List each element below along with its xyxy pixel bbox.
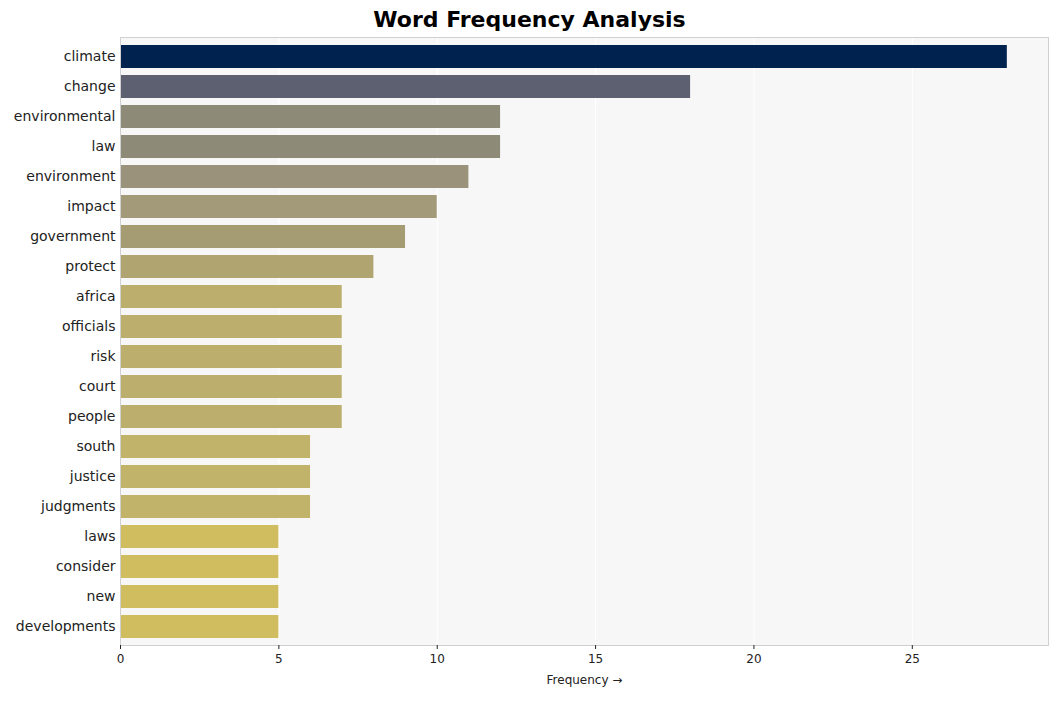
svg-text:15: 15 bbox=[588, 652, 603, 666]
svg-text:climate: climate bbox=[64, 48, 116, 64]
html-text:Word Frequency Analysis: Word Frequency Analysis bbox=[373, 7, 686, 32]
svg-text:laws: laws bbox=[84, 528, 115, 544]
svg-text:protect: protect bbox=[65, 258, 116, 274]
svg-text:justice: justice bbox=[69, 468, 116, 484]
svg-text:officials: officials bbox=[62, 318, 115, 334]
svg-text:5: 5 bbox=[275, 652, 283, 666]
svg-text:south: south bbox=[76, 438, 115, 454]
svg-text:10: 10 bbox=[430, 652, 445, 666]
svg-text:judgments: judgments bbox=[40, 498, 115, 514]
svg-text:environmental: environmental bbox=[14, 108, 116, 124]
svg-text:court: court bbox=[79, 378, 116, 394]
svg-text:people: people bbox=[68, 408, 115, 424]
svg-text:developments: developments bbox=[16, 618, 116, 634]
svg-text:impact: impact bbox=[67, 198, 116, 214]
svg-text:Frequency →: Frequency → bbox=[547, 673, 623, 687]
svg-text:0: 0 bbox=[117, 652, 125, 666]
svg-text:25: 25 bbox=[905, 652, 920, 666]
svg-text:change: change bbox=[64, 78, 116, 94]
svg-text:africa: africa bbox=[76, 288, 115, 304]
svg-text:20: 20 bbox=[746, 652, 761, 666]
svg-text:new: new bbox=[87, 588, 116, 604]
svg-text:consider: consider bbox=[56, 558, 116, 574]
svg-text:government: government bbox=[30, 228, 116, 244]
svg-text:environment: environment bbox=[26, 168, 116, 184]
svg-text:risk: risk bbox=[90, 348, 116, 364]
svg-text:law: law bbox=[92, 138, 116, 154]
